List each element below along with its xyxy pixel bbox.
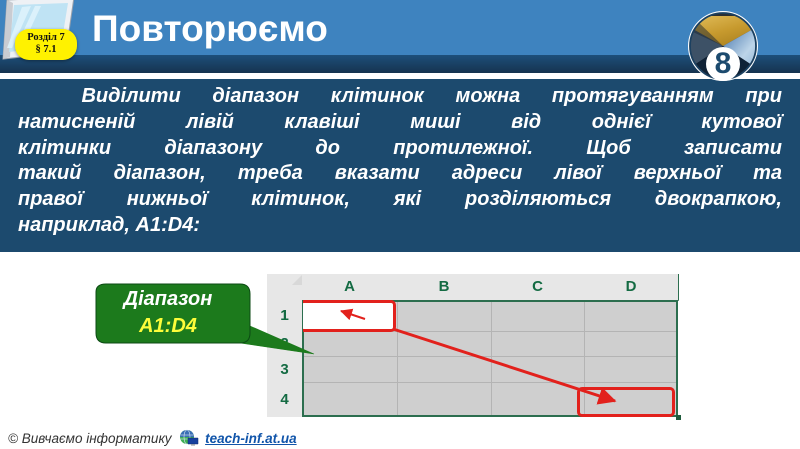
svg-text:8: 8 (715, 47, 732, 80)
